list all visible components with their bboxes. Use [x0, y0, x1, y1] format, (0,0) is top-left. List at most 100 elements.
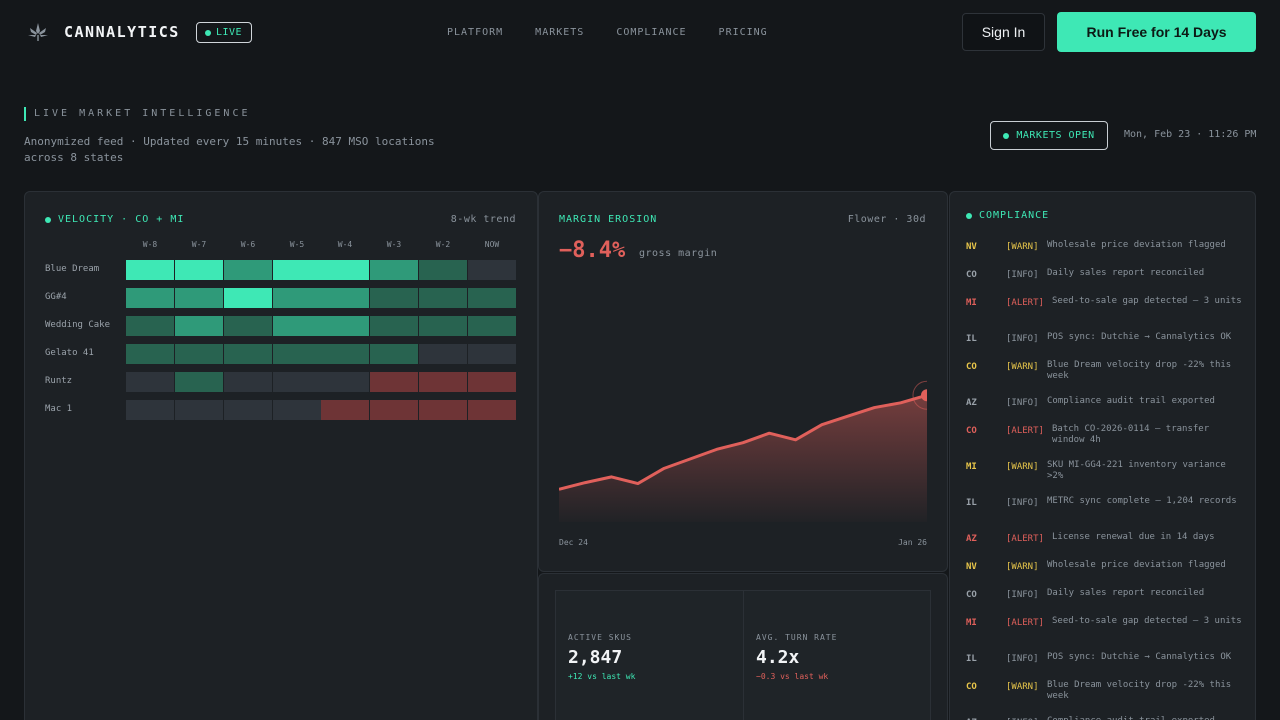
stats-divider — [743, 591, 744, 720]
stats-panel: ACTIVE SKUS 2,847 +12 vs last wk AVG. TU… — [538, 573, 948, 720]
entry-state: NV — [966, 562, 977, 572]
entry-message: Blue Dream velocity drop -22% this week — [1047, 360, 1232, 381]
heatmap-cell[interactable] — [321, 260, 369, 280]
compliance-title-text: COMPLIANCE — [979, 210, 1050, 221]
x-axis-end-label: Jan 26 — [898, 538, 927, 547]
nav-link-platform[interactable]: PLATFORM — [447, 27, 504, 38]
entry-level: [INFO] — [1006, 270, 1039, 280]
entry-level: [WARN] — [1006, 242, 1039, 252]
entry-state: IL — [966, 498, 977, 508]
heatmap-cell[interactable] — [370, 372, 418, 392]
nav-link-compliance[interactable]: COMPLIANCE — [616, 27, 687, 38]
heatmap-cell[interactable] — [224, 260, 272, 280]
brand-name[interactable]: CANNALYTICS — [64, 23, 180, 41]
heatmap-cell[interactable] — [370, 316, 418, 336]
markets-status-badge: MARKETS OPEN — [990, 121, 1108, 150]
status-dot-icon — [1003, 132, 1010, 139]
entry-level: [WARN] — [1006, 562, 1039, 572]
cannabis-leaf-icon[interactable] — [27, 22, 49, 42]
section-subtitle: Anonymized feed · Updated every 15 minut… — [24, 135, 435, 164]
entry-level: [INFO] — [1006, 718, 1039, 720]
heatmap-cell[interactable] — [273, 400, 321, 420]
heatmap-cell[interactable] — [370, 288, 418, 308]
heatmap-cell[interactable] — [273, 344, 321, 364]
velocity-title: VELOCITY · CO + MI — [45, 214, 184, 225]
heatmap-cell[interactable] — [321, 400, 369, 420]
entry-level: [WARN] — [1006, 462, 1039, 472]
velocity-meta: 8-wk trend — [450, 214, 516, 225]
heatmap-cell[interactable] — [419, 316, 467, 336]
heatmap-cell[interactable] — [224, 316, 272, 336]
heatmap-cell[interactable] — [175, 288, 223, 308]
heatmap-cell[interactable] — [175, 260, 223, 280]
heatmap-cell[interactable] — [175, 344, 223, 364]
entry-message: Batch CO-2026-0114 — transfer window 4h — [1052, 424, 1210, 445]
top-nav: CANNALYTICS LIVE PLATFORM MARKETS COMPLI… — [0, 0, 1280, 64]
heatmap-cell[interactable] — [224, 372, 272, 392]
heatmap-cell[interactable] — [126, 372, 174, 392]
heatmap-cell[interactable] — [126, 288, 174, 308]
heatmap-cell[interactable] — [126, 316, 174, 336]
free-trial-button[interactable]: Run Free for 14 Days — [1057, 12, 1256, 52]
heatmap-cell[interactable] — [224, 400, 272, 420]
heatmap-cell[interactable] — [419, 344, 467, 364]
velocity-title-text: VELOCITY · CO + MI — [58, 214, 185, 225]
heatmap-cell[interactable] — [419, 400, 467, 420]
entry-level: [ALERT] — [1006, 534, 1044, 544]
margin-value: −8.4% — [559, 238, 626, 263]
heatmap-cell[interactable] — [273, 316, 321, 336]
entry-message: Seed-to-sale gap detected — 3 units — [1052, 616, 1242, 626]
entry-message: Daily sales report reconciled — [1047, 588, 1205, 598]
heatmap-cell[interactable] — [321, 344, 369, 364]
entry-message: POS sync: Dutchie → Cannalytics OK — [1047, 332, 1232, 342]
nav-link-pricing[interactable]: PRICING — [718, 27, 768, 38]
heatmap-cell[interactable] — [126, 344, 174, 364]
heatmap-cell[interactable] — [468, 400, 516, 420]
margin-area-fill — [559, 395, 927, 522]
heatmap-cell[interactable] — [273, 288, 321, 308]
entry-state: CO — [966, 426, 977, 436]
heatmap-cell[interactable] — [419, 260, 467, 280]
heatmap-cell[interactable] — [468, 288, 516, 308]
heatmap-cell[interactable] — [468, 260, 516, 280]
heatmap-cell[interactable] — [224, 344, 272, 364]
heatmap-cell[interactable] — [370, 400, 418, 420]
entry-state: AZ — [966, 534, 977, 544]
entry-message: POS sync: Dutchie → Cannalytics OK — [1047, 652, 1232, 662]
heatmap-cell[interactable] — [468, 372, 516, 392]
heatmap-cell[interactable] — [321, 372, 369, 392]
heatmap-cell[interactable] — [273, 372, 321, 392]
heatmap-cell[interactable] — [175, 316, 223, 336]
heatmap-cell[interactable] — [273, 260, 321, 280]
heatmap-cell[interactable] — [175, 400, 223, 420]
entry-state: MI — [966, 298, 977, 308]
margin-title: MARGIN EROSION — [559, 214, 658, 225]
margin-point — [921, 389, 927, 402]
heatmap-cell[interactable] — [468, 316, 516, 336]
heatmap-cell[interactable] — [370, 260, 418, 280]
margin-unit: gross margin — [639, 248, 718, 259]
heatmap-cell[interactable] — [224, 288, 272, 308]
heatmap-cell[interactable] — [468, 344, 516, 364]
heatmap-cell[interactable] — [419, 288, 467, 308]
stat-delta-turn: −0.3 vs last wk — [756, 672, 829, 681]
heatmap-cell[interactable] — [370, 344, 418, 364]
heatmap-cell[interactable] — [321, 288, 369, 308]
nav-link-markets[interactable]: MARKETS — [535, 27, 585, 38]
heatmap-cell[interactable] — [175, 372, 223, 392]
heatmap-cell[interactable] — [419, 372, 467, 392]
entry-state: AZ — [966, 718, 996, 720]
compliance-panel: COMPLIANCE NV [WARN] Wholesale price devia… — [949, 191, 1256, 720]
entry-message: Compliance audit trail exported — [1047, 396, 1215, 406]
sign-in-button[interactable]: Sign In — [962, 13, 1045, 51]
entry-message: SKU MI-GG4-221 inventory variance >2% — [1047, 460, 1226, 481]
panel-dot-icon — [966, 212, 972, 219]
entry-state: CO — [966, 590, 977, 600]
markets-status-label: MARKETS OPEN — [1016, 130, 1095, 141]
heatmap-col-header: W-3 — [386, 240, 402, 249]
margin-panel: MARGIN EROSION Flower · 30d −8.4% gross … — [538, 191, 948, 572]
heatmap-cell[interactable] — [321, 316, 369, 336]
heatmap-cell[interactable] — [126, 400, 174, 420]
heatmap-cell[interactable] — [126, 260, 174, 280]
current-point-pulse — [912, 380, 927, 410]
